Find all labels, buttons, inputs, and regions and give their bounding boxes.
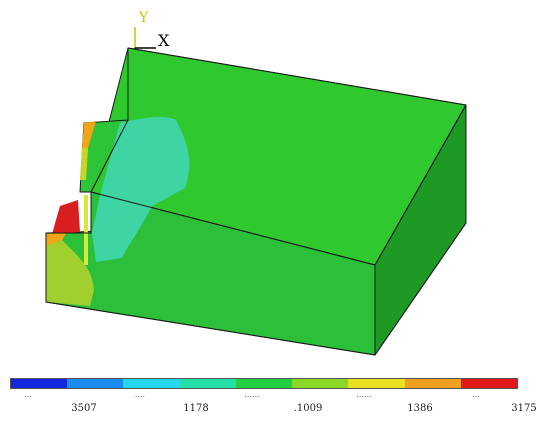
hot-spot <box>52 200 80 234</box>
legend-bottom-label: 1386 <box>407 403 433 414</box>
front-top-edge <box>90 191 376 266</box>
legend-top-label: ... <box>24 390 32 399</box>
legend-swatch <box>67 379 124 388</box>
upper-step-warm <box>82 121 96 148</box>
model-edges <box>45 47 467 356</box>
legend-top-label: .... <box>134 390 146 399</box>
legend-bottom-label: 3175 <box>511 403 537 414</box>
legend-swatch <box>292 379 349 388</box>
legend-swatch <box>460 379 517 388</box>
legend-swatch <box>179 379 236 388</box>
upper-step-yellow <box>80 148 88 180</box>
legend-swatch <box>123 379 180 388</box>
legend-top-label: ...... <box>356 390 372 399</box>
axis-triad: Y X <box>130 10 170 55</box>
legend-swatch <box>235 379 293 388</box>
vertical-strip <box>84 195 88 265</box>
color-legend-bar <box>10 378 518 389</box>
legend-swatch <box>404 379 461 388</box>
y-axis-label: Y <box>138 10 149 26</box>
top-right-edge <box>374 104 467 266</box>
legend-top-label: ... <box>472 390 480 399</box>
legend-bottom-label: 3507 <box>71 403 97 414</box>
warm-spot <box>46 233 66 246</box>
x-axis-label: X <box>158 31 170 50</box>
legend-bottom-label: .1009 <box>293 403 323 414</box>
legend-top-label: ...... <box>244 390 260 399</box>
solid-model <box>45 47 467 356</box>
legend-swatch <box>11 379 68 388</box>
lower-left-zone <box>46 240 94 306</box>
legend-swatch <box>348 379 405 388</box>
stress-zone-front <box>92 195 152 262</box>
legend-bottom-label: 1178 <box>183 403 209 414</box>
stress-zone-top <box>100 116 190 206</box>
